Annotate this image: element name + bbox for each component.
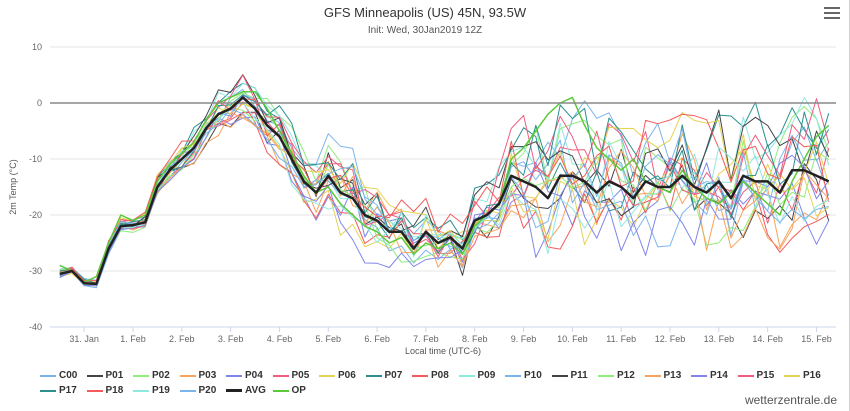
legend-label: P20: [198, 385, 217, 396]
legend-swatch: [86, 390, 103, 392]
y-tick-label: 10: [32, 42, 42, 52]
legend-label: C00: [59, 370, 78, 381]
legend-label: P16: [803, 370, 821, 381]
legend-swatch: [40, 375, 56, 377]
x-tick-label: 7. Feb: [413, 334, 439, 344]
legend-label: AVG: [245, 385, 266, 396]
x-tick-label: 4. Feb: [267, 334, 293, 344]
legend-swatch: [598, 375, 614, 377]
legend-swatch: [644, 375, 661, 377]
legend-label: P08: [431, 370, 449, 381]
series-line-p02: [59, 92, 830, 285]
x-tick-label: 6. Feb: [364, 334, 390, 344]
legend-label: P12: [617, 370, 635, 381]
x-tick-label: 10. Feb: [557, 334, 588, 344]
x-tick-label: 3. Feb: [218, 334, 244, 344]
legend-swatch: [226, 389, 242, 392]
series-line-p07: [59, 82, 830, 286]
legend-label: OP: [291, 385, 306, 396]
legend-swatch: [505, 375, 521, 377]
legend-swatch: [365, 375, 382, 377]
x-tick-label: 5. Feb: [316, 334, 342, 344]
legend-swatch: [551, 375, 568, 377]
legend-label: P18: [105, 385, 124, 396]
legend-swatch: [412, 375, 428, 377]
legend-swatch: [86, 375, 103, 377]
series-line-p13: [59, 112, 830, 285]
series-line-p05: [59, 112, 830, 283]
series-line-p17: [59, 94, 830, 284]
y-axis-title: 2m Temp (°C): [8, 159, 18, 214]
series-line-p19: [59, 102, 829, 285]
hamburger-menu-icon[interactable]: [824, 7, 840, 21]
legend-label: P13: [663, 370, 682, 381]
x-axis-title: Local time (UTC-6): [405, 346, 481, 356]
legend-swatch: [133, 390, 149, 392]
legend-label: P07: [384, 370, 403, 381]
x-tick-label: 12. Feb: [655, 334, 686, 344]
x-tick-label: 8. Feb: [462, 334, 488, 344]
chart-title: GFS Minneapolis (US) 45N, 93.5W: [323, 5, 527, 20]
x-tick-label: 9. Feb: [511, 334, 537, 344]
x-tick-label: 13. Feb: [704, 334, 735, 344]
legend-label: P03: [198, 370, 217, 381]
legend-swatch: [737, 375, 754, 377]
series-line-avg: [59, 96, 830, 286]
x-tick-label: 31. Jan: [69, 334, 99, 344]
legend-swatch: [133, 375, 149, 377]
y-tick-label: -30: [29, 266, 42, 276]
legend-swatch: [179, 390, 196, 392]
legend-swatch: [40, 390, 56, 392]
series-line-p11: [59, 74, 830, 285]
chart-subtitle: Init: Wed, 30Jan2019 12Z: [367, 25, 483, 36]
legend-label: P15: [756, 370, 775, 381]
legend-label: P09: [477, 370, 496, 381]
legend-label: P05: [291, 370, 310, 381]
legend-swatch: [784, 375, 800, 377]
series-line-p18: [59, 98, 830, 282]
x-tick-label: 15. Feb: [801, 334, 832, 344]
legend-label: P06: [338, 370, 356, 381]
x-tick-label: 14. Feb: [752, 334, 783, 344]
y-tick-label: 0: [37, 98, 42, 108]
series-line-p16: [59, 103, 830, 282]
legend-label: P11: [570, 370, 588, 381]
legend-label: P02: [152, 370, 170, 381]
series-line-p15: [59, 74, 830, 284]
legend-swatch: [179, 375, 196, 377]
x-tick-label: 2. Feb: [169, 334, 195, 344]
y-tick-label: -40: [29, 322, 42, 332]
legend-label: P04: [245, 370, 263, 381]
legend-swatch: [272, 390, 289, 392]
watermark: wetterzentrale.de: [744, 393, 837, 407]
x-tick-label: 1. Feb: [120, 334, 146, 344]
legend-swatch: [226, 375, 242, 377]
legend-swatch: [272, 375, 289, 377]
y-tick-label: -20: [29, 210, 42, 220]
legend-label: P17: [59, 385, 77, 396]
legend-label: P01: [105, 370, 124, 381]
legend-label: P10: [524, 370, 542, 381]
y-tick-label: -10: [29, 154, 42, 164]
legend-swatch: [458, 375, 475, 377]
series-line-op: [59, 91, 830, 283]
legend-label: P19: [152, 385, 170, 396]
legend-label: P14: [710, 370, 728, 381]
legend-swatch: [691, 375, 707, 377]
x-tick-label: 11. Feb: [606, 334, 636, 344]
legend-swatch: [319, 375, 335, 377]
series-line-p14: [59, 94, 830, 287]
